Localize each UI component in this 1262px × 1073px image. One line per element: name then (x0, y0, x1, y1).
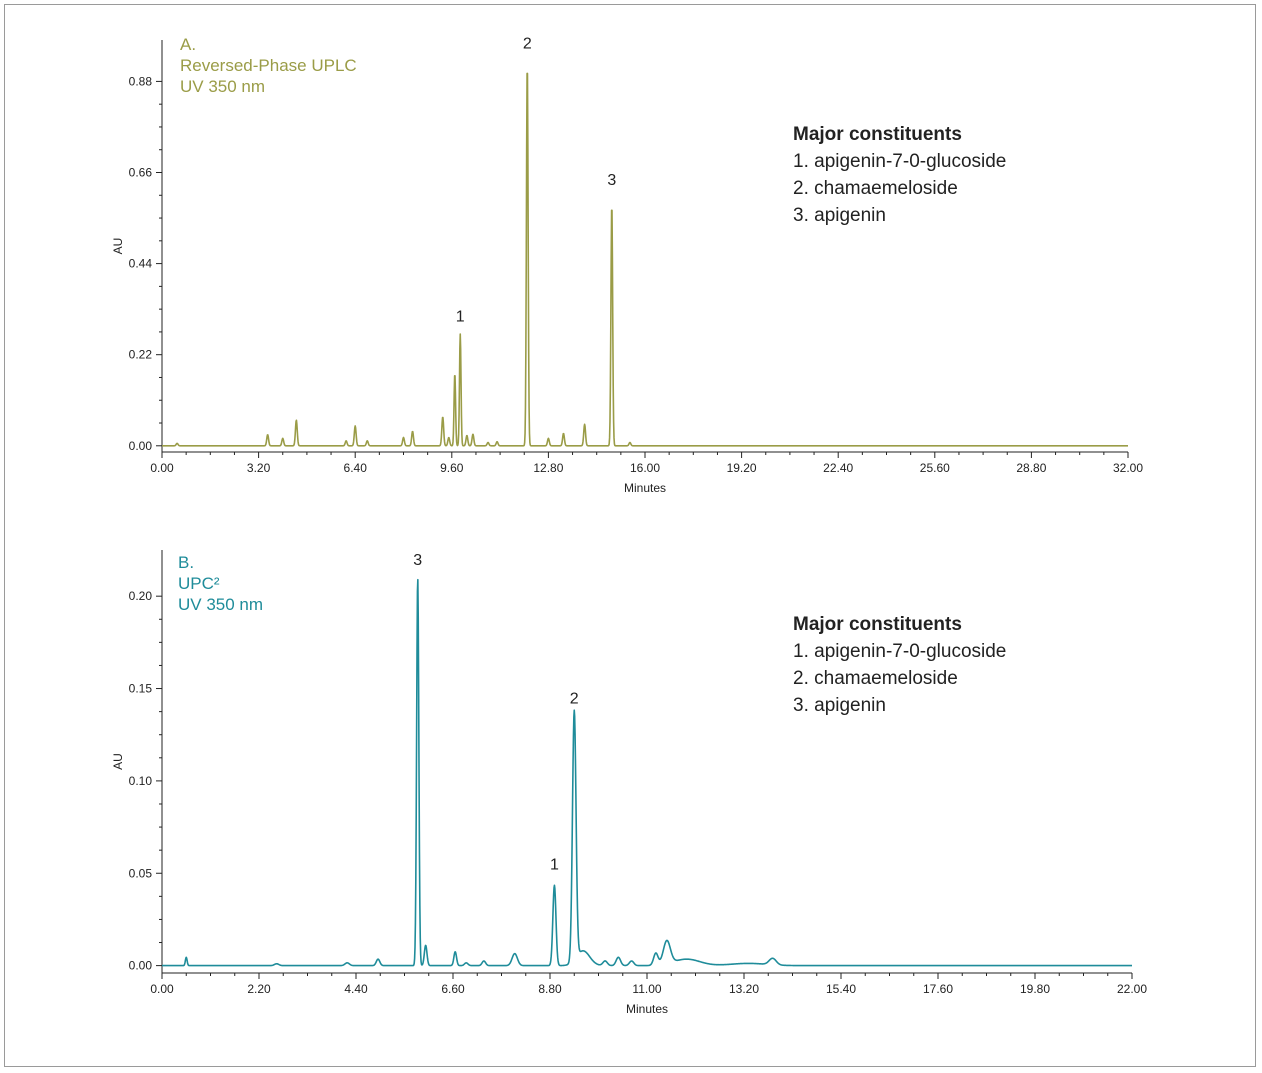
x-tick-label: 25.60 (920, 461, 950, 475)
chart-panel-a: 0.00 3.20 6.40 9.60 12.80 16.00 19.20 22.40 25.6… (111, 35, 1143, 495)
y-tick-label: 0.15 (129, 682, 153, 696)
x-tick-label: 2.20 (247, 982, 271, 996)
x-tick-label: 13.20 (729, 982, 759, 996)
y-tick-label: 0.05 (129, 866, 153, 880)
x-tick-label: 6.40 (344, 461, 368, 475)
panel-title-line: UPC² (178, 574, 220, 593)
y-tick-label: 0.20 (129, 589, 153, 603)
legend-item: 1. apigenin-7-0-glucoside (793, 641, 1006, 662)
legend-item: 3. apigenin (793, 695, 886, 716)
x-tick-label: 0.00 (150, 461, 174, 475)
x-axis-title: Minutes (626, 1002, 668, 1016)
legend-item: 3. apigenin (793, 205, 886, 226)
y-tick-label: 0.66 (129, 166, 153, 180)
x-tick-label: 4.40 (344, 982, 368, 996)
x-tick-label: 3.20 (247, 461, 271, 475)
x-tick-label: 16.00 (630, 461, 660, 475)
y-axis-title: AU (111, 753, 125, 770)
x-tick-label: 12.80 (533, 461, 563, 475)
peak-label-2: 2 (570, 690, 579, 707)
x-tick-label: 8.80 (538, 982, 562, 996)
y-tick-label: 0.22 (129, 348, 153, 362)
x-tick-label: 17.60 (923, 982, 953, 996)
x-tick-label: 22.40 (823, 461, 853, 475)
y-tick-label: 0.88 (129, 74, 153, 88)
legend-item: 2. chamaemeloside (793, 668, 958, 689)
peak-label-2: 2 (523, 35, 532, 52)
legend-heading: Major constituents (793, 124, 962, 145)
peak-label-3: 3 (413, 552, 422, 569)
x-tick-label: 28.80 (1016, 461, 1046, 475)
legend-heading: Major constituents (793, 614, 962, 635)
x-tick-label: 6.60 (441, 982, 465, 996)
panel-title-line: B. (178, 553, 194, 572)
x-tick-label: 15.40 (826, 982, 856, 996)
x-tick-label: 19.80 (1020, 982, 1050, 996)
y-tick-label: 0.10 (129, 774, 153, 788)
y-tick-label: 0.44 (129, 257, 153, 271)
peak-label-3: 3 (607, 172, 616, 189)
figure-border (4, 4, 1256, 1067)
chart-panel-b: 0.00 2.20 4.40 6.60 8.80 11.00 13.20 15.40 17.60… (111, 550, 1147, 1016)
panel-title-line: UV 350 nm (180, 77, 265, 96)
chromatogram-trace (161, 578, 1133, 967)
x-tick-label: 0.00 (150, 982, 174, 996)
x-axis-title: Minutes (624, 481, 666, 495)
legend-item: 1. apigenin-7-0-glucoside (793, 151, 1006, 172)
peak-label-1: 1 (456, 309, 465, 326)
x-tick-label: 19.20 (727, 461, 757, 475)
y-tick-label: 0.00 (129, 959, 153, 973)
y-tick-label: 0.00 (129, 439, 153, 453)
x-tick-label: 32.00 (1113, 461, 1143, 475)
x-tick-label: 11.00 (632, 982, 661, 996)
panel-title-line: UV 350 nm (178, 595, 263, 614)
x-tick-label: 22.00 (1117, 982, 1147, 996)
panel-title-line: Reversed-Phase UPLC (180, 56, 357, 75)
peak-label-1: 1 (550, 857, 559, 874)
legend-item: 2. chamaemeloside (793, 178, 958, 199)
x-tick-label: 9.60 (440, 461, 464, 475)
chromatogram-trace (161, 72, 1129, 447)
panel-title-line: A. (180, 35, 196, 54)
y-axis-title: AU (111, 238, 125, 255)
